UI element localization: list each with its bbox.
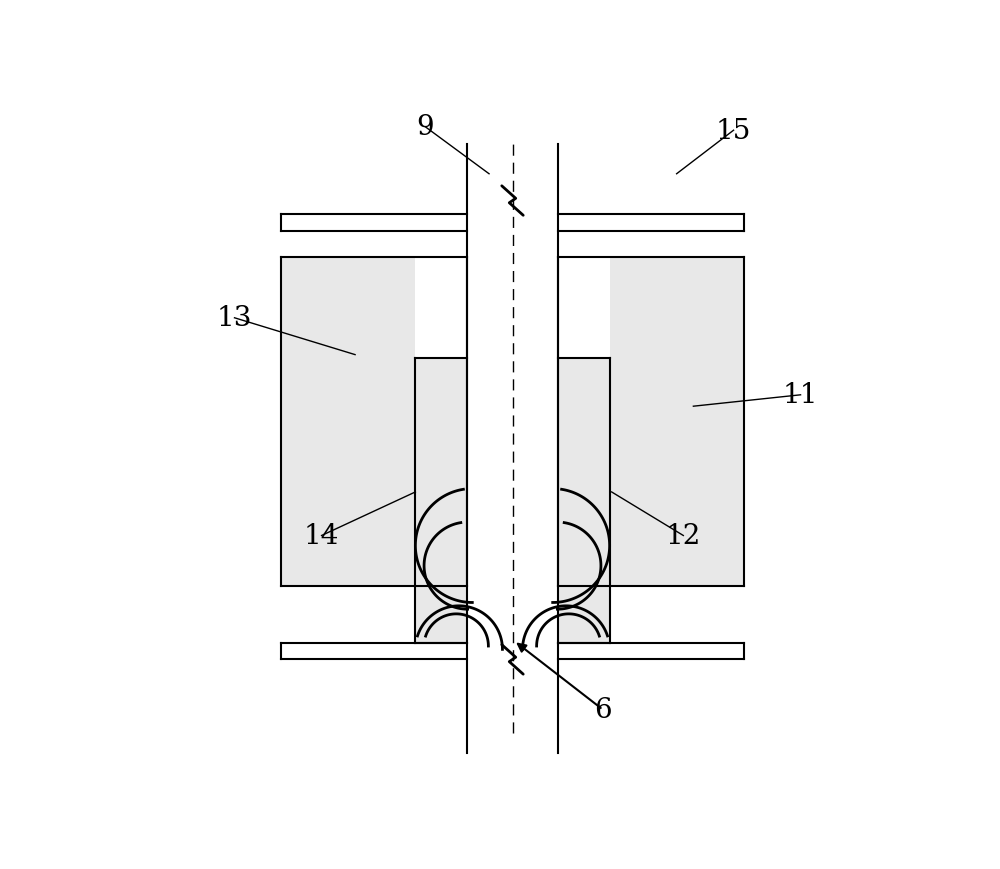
Bar xyxy=(467,104,558,753)
Text: 9: 9 xyxy=(417,114,434,141)
Bar xyxy=(558,359,610,643)
Text: 11: 11 xyxy=(783,381,818,408)
Bar xyxy=(281,258,467,586)
Text: 6: 6 xyxy=(594,696,612,723)
Text: 15: 15 xyxy=(716,117,751,144)
Text: 12: 12 xyxy=(666,522,701,549)
Bar xyxy=(558,258,744,586)
Bar xyxy=(558,258,610,359)
Bar xyxy=(415,258,467,359)
Text: 14: 14 xyxy=(304,522,339,549)
Text: 13: 13 xyxy=(217,305,252,332)
Bar xyxy=(415,359,467,643)
